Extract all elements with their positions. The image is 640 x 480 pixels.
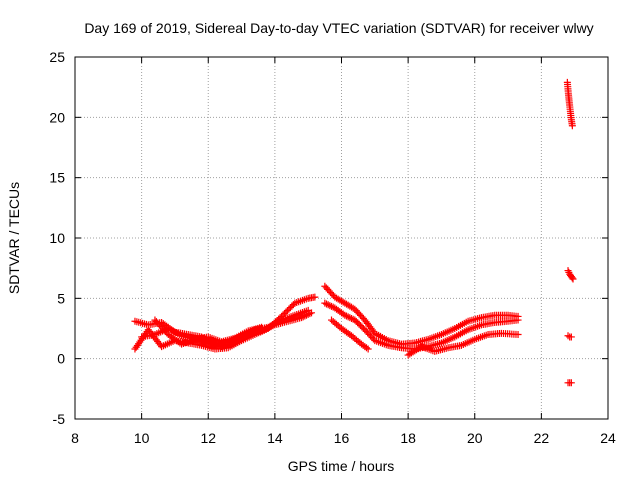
chart-title: Day 169 of 2019, Sidereal Day-to-day VTE… bbox=[84, 20, 593, 36]
data-point bbox=[158, 324, 166, 332]
data-point bbox=[282, 308, 290, 316]
data-point bbox=[157, 322, 165, 330]
y-tick-label: 15 bbox=[49, 170, 65, 186]
data-points bbox=[131, 78, 577, 387]
y-tick-label: -5 bbox=[53, 411, 66, 427]
data-point bbox=[568, 274, 576, 282]
data-point bbox=[304, 310, 312, 318]
data-point bbox=[306, 310, 314, 318]
data-point bbox=[298, 314, 306, 322]
x-axis-label: GPS time / hours bbox=[288, 458, 395, 474]
data-point bbox=[285, 305, 293, 313]
data-point bbox=[160, 326, 168, 334]
data-point bbox=[258, 323, 266, 331]
data-point bbox=[514, 331, 522, 339]
data-point bbox=[328, 302, 336, 310]
y-tick-label: 25 bbox=[49, 49, 65, 65]
data-point bbox=[364, 345, 372, 353]
data-point bbox=[323, 300, 331, 308]
data-point bbox=[283, 307, 291, 315]
data-point bbox=[288, 302, 296, 310]
data-point bbox=[303, 311, 311, 319]
data-point bbox=[347, 314, 355, 322]
data-point bbox=[155, 321, 163, 329]
data-point bbox=[567, 379, 575, 387]
data-point bbox=[341, 311, 349, 319]
y-tick-label: 5 bbox=[57, 290, 65, 306]
x-tick-label: 20 bbox=[467, 430, 483, 446]
data-point bbox=[569, 275, 577, 283]
data-point bbox=[567, 333, 575, 341]
x-tick-label: 8 bbox=[71, 430, 79, 446]
axis-ticks: 8 10 12 14 16 18 20 22 24 -5 0 5 10 15 20 25 bbox=[49, 49, 616, 446]
data-point bbox=[301, 312, 309, 320]
data-point bbox=[568, 122, 576, 130]
y-axis-label: SDTVAR / TECUs bbox=[6, 182, 22, 294]
y-tick-label: 20 bbox=[49, 109, 65, 125]
data-point bbox=[152, 318, 160, 326]
y-tick-label: 10 bbox=[49, 230, 65, 246]
data-point bbox=[514, 316, 522, 324]
grid-lines bbox=[75, 57, 608, 419]
data-point bbox=[342, 312, 350, 320]
x-tick-label: 12 bbox=[200, 430, 216, 446]
y-tick-label: 0 bbox=[57, 351, 65, 367]
data-point bbox=[311, 293, 319, 301]
data-point bbox=[278, 312, 286, 320]
data-point bbox=[279, 311, 287, 319]
x-tick-label: 18 bbox=[400, 430, 416, 446]
data-point bbox=[154, 319, 162, 327]
data-point bbox=[151, 316, 159, 324]
x-tick-label: 10 bbox=[134, 430, 150, 446]
data-point bbox=[321, 299, 329, 307]
data-point bbox=[299, 313, 307, 321]
data-point bbox=[286, 304, 294, 312]
x-tick-label: 14 bbox=[267, 430, 283, 446]
data-point bbox=[161, 327, 169, 335]
data-point bbox=[326, 302, 334, 310]
data-point bbox=[362, 344, 370, 352]
data-point bbox=[346, 314, 354, 322]
x-tick-label: 16 bbox=[334, 430, 350, 446]
data-point bbox=[344, 313, 352, 321]
data-point bbox=[280, 309, 288, 317]
x-tick-label: 22 bbox=[534, 430, 550, 446]
data-point bbox=[324, 301, 332, 309]
x-tick-label: 24 bbox=[600, 430, 616, 446]
data-point bbox=[564, 332, 572, 340]
data-point bbox=[308, 309, 316, 317]
